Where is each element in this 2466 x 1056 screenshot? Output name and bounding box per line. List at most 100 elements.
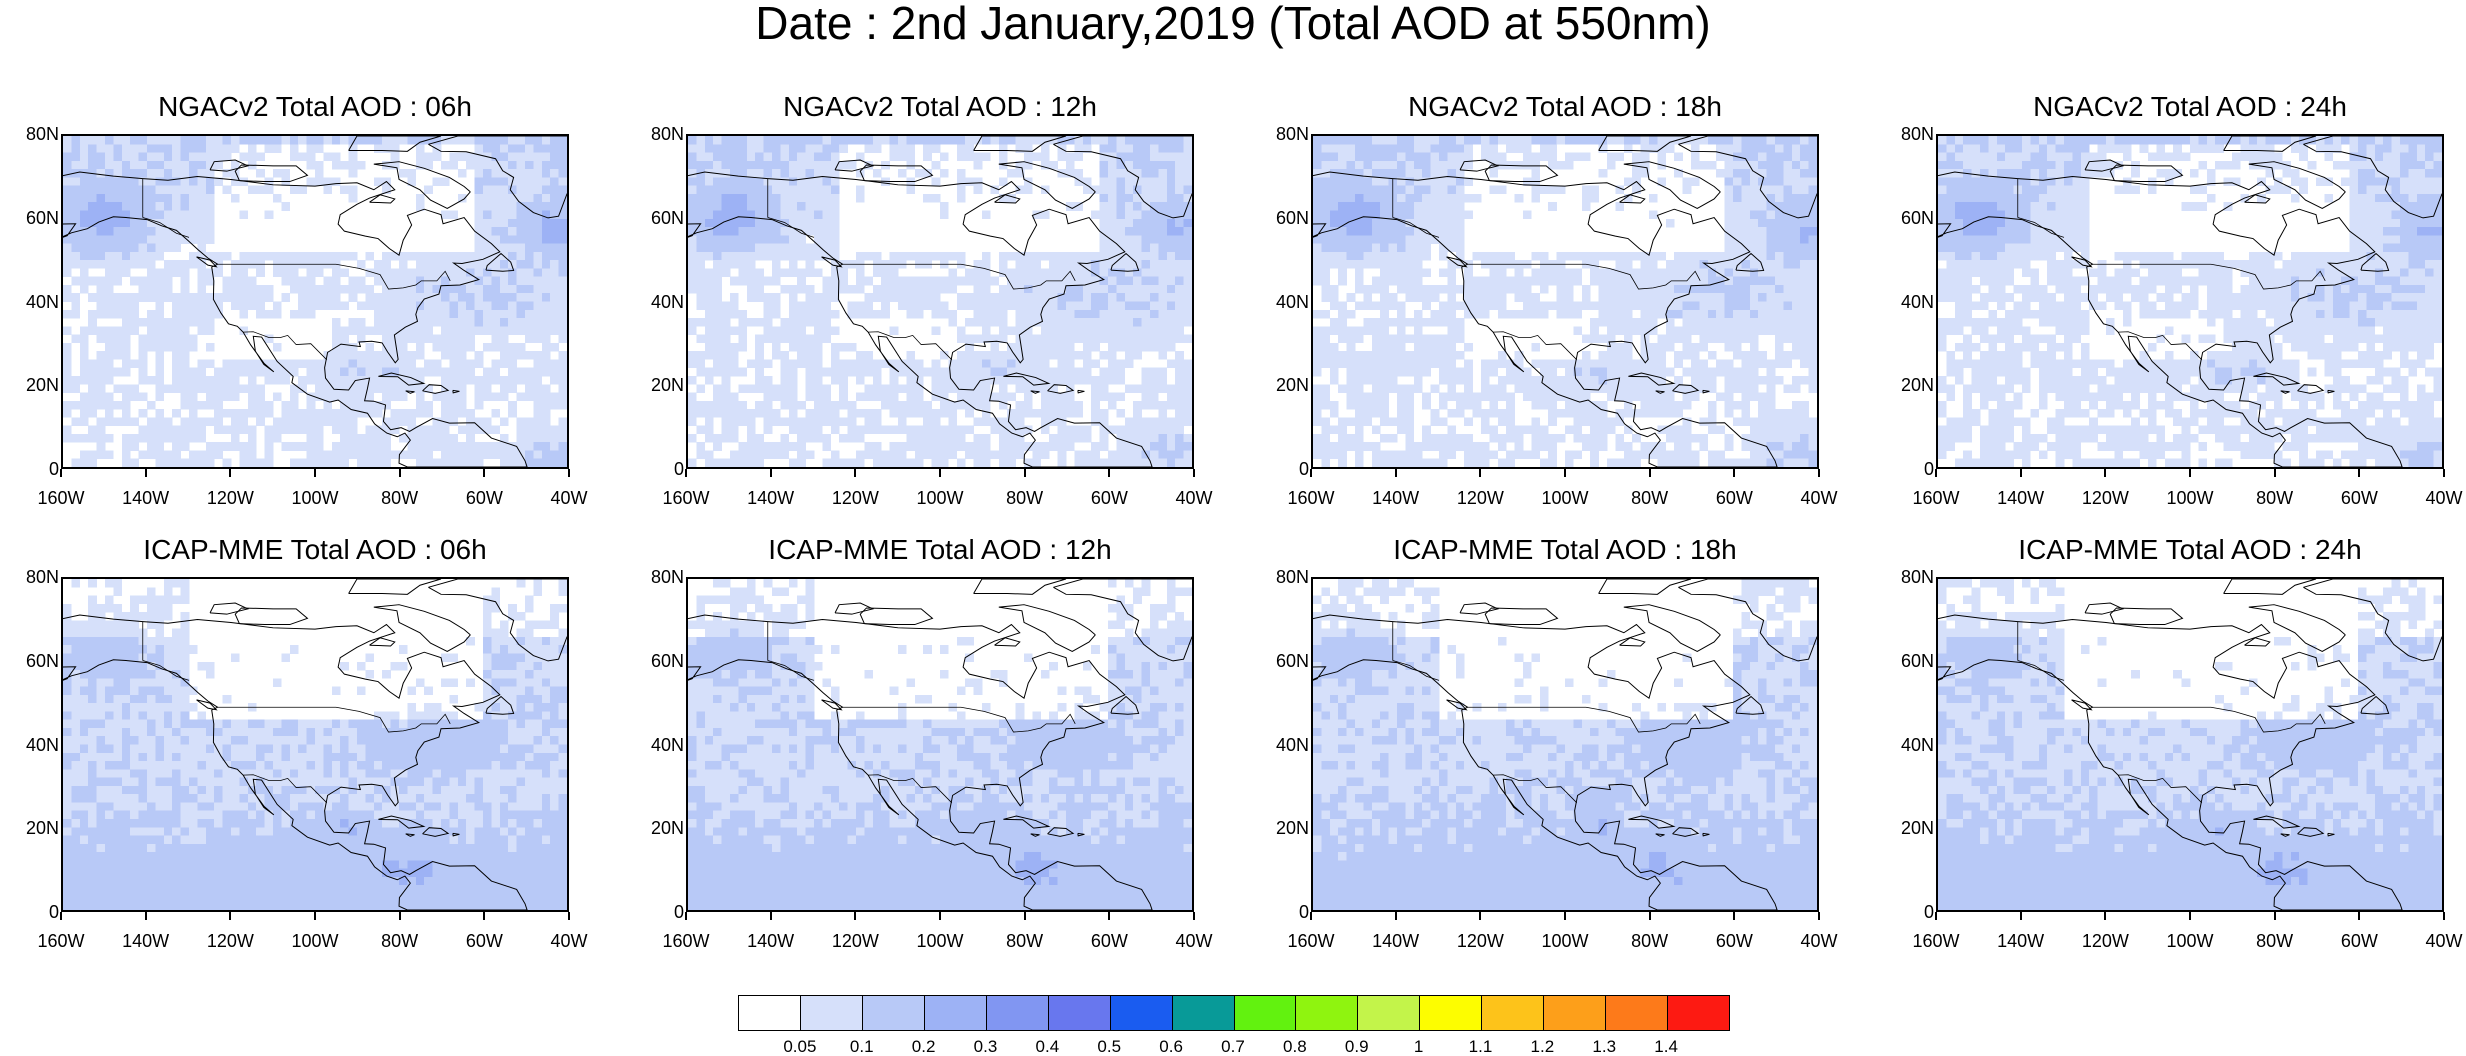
aod-cell — [180, 210, 190, 220]
aod-cell — [474, 450, 484, 460]
aod-cell — [1548, 409, 1557, 418]
aod-cell — [390, 392, 400, 402]
aod-cell — [1732, 276, 1742, 286]
aod-cell — [474, 136, 484, 145]
aod-cell — [1074, 400, 1084, 410]
aod-cell — [63, 136, 72, 145]
aod-cell — [1057, 375, 1067, 385]
aod-cell — [1405, 251, 1415, 261]
aod-cell — [1455, 375, 1465, 385]
aod-cell — [1313, 177, 1322, 186]
aod-cell — [981, 450, 991, 460]
aod-cell — [104, 276, 114, 286]
aod-cell — [780, 136, 790, 145]
aod-cell — [130, 442, 139, 451]
aod-cell — [1548, 367, 1557, 377]
aod-cell — [1107, 334, 1117, 344]
aod-cell — [1758, 144, 1767, 153]
aod-cell — [1691, 177, 1700, 186]
aod-cell — [1699, 293, 1709, 302]
aod-cell — [533, 202, 543, 211]
aod-cell — [1783, 326, 1793, 335]
aod-cell — [1749, 177, 1759, 186]
aod-cell — [1649, 318, 1658, 327]
aod-cell — [382, 293, 391, 302]
aod-cell — [1107, 375, 1117, 385]
aod-cell — [1150, 193, 1159, 203]
aod-cell — [558, 359, 567, 368]
aod-cell — [516, 309, 526, 319]
aod-cell — [1338, 301, 1347, 311]
aod-cell — [713, 351, 722, 360]
aod-cell — [104, 433, 114, 443]
aod-cell — [373, 400, 383, 410]
aod-cell — [1141, 384, 1151, 393]
aod-cell — [1413, 243, 1423, 253]
aod-cell — [914, 251, 924, 261]
aod-cell — [331, 450, 341, 460]
aod-cell — [382, 359, 391, 368]
aod-cell — [1116, 218, 1126, 228]
aod-cell — [466, 293, 475, 302]
aod-cell — [1523, 392, 1532, 402]
aod-cell — [499, 169, 509, 178]
aod-cell — [1338, 227, 1347, 236]
aod-cell — [1354, 227, 1364, 236]
aod-cell — [104, 218, 114, 228]
aod-cell — [264, 433, 274, 443]
aod-cell — [738, 235, 748, 244]
aod-cell — [998, 417, 1008, 426]
aod-cell — [533, 359, 543, 368]
aod-cell — [382, 384, 391, 393]
aod-cell — [1741, 392, 1751, 402]
aod-cell — [696, 334, 706, 344]
aod-cell — [721, 210, 731, 220]
aod-cell — [981, 284, 991, 294]
aod-cell — [763, 309, 773, 319]
aod-cell — [1141, 227, 1151, 236]
aod-cell — [965, 425, 974, 435]
aod-cell — [788, 425, 798, 435]
aod-cell — [331, 334, 341, 344]
aod-cell — [1346, 351, 1356, 360]
aod-cell — [1649, 136, 1658, 145]
aod-cell — [1623, 293, 1633, 302]
aod-cell — [830, 193, 840, 203]
aod-cell — [1682, 326, 1692, 335]
aod-cell — [1691, 359, 1700, 368]
aod-cell — [172, 218, 181, 228]
aod-cell — [1430, 409, 1440, 418]
aod-cell — [1133, 433, 1142, 443]
aod-cell — [729, 342, 739, 352]
aod-cell — [1124, 433, 1134, 443]
aod-cell — [1640, 152, 1650, 162]
aod-cell — [1430, 218, 1440, 228]
aod-cell — [1573, 326, 1583, 335]
aod-cell — [1405, 268, 1415, 277]
aod-cell — [1371, 392, 1381, 402]
aod-cell — [189, 177, 198, 186]
aod-cell — [847, 400, 857, 410]
aod-cell — [1565, 309, 1574, 319]
aod-cell — [1741, 235, 1751, 244]
aod-cell — [457, 367, 467, 377]
aod-cell — [772, 342, 781, 352]
coastline — [1077, 389, 1085, 394]
aod-cell — [1665, 144, 1675, 153]
aod-cell — [788, 152, 798, 162]
aod-cell — [365, 392, 375, 402]
aod-cell — [830, 375, 840, 385]
aod-cell — [230, 169, 240, 178]
aod-cell — [533, 152, 543, 162]
aod-cell — [533, 243, 543, 253]
aod-cell — [1175, 400, 1184, 410]
aod-cell — [1732, 318, 1742, 327]
aod-cell — [491, 251, 501, 261]
aod-cell — [264, 442, 274, 451]
aod-cell — [1040, 351, 1050, 360]
aod-cell — [499, 293, 509, 302]
aod-cell — [872, 450, 882, 460]
aod-cell — [558, 392, 567, 402]
aod-cell — [1107, 301, 1117, 311]
aod-cell — [306, 160, 316, 170]
